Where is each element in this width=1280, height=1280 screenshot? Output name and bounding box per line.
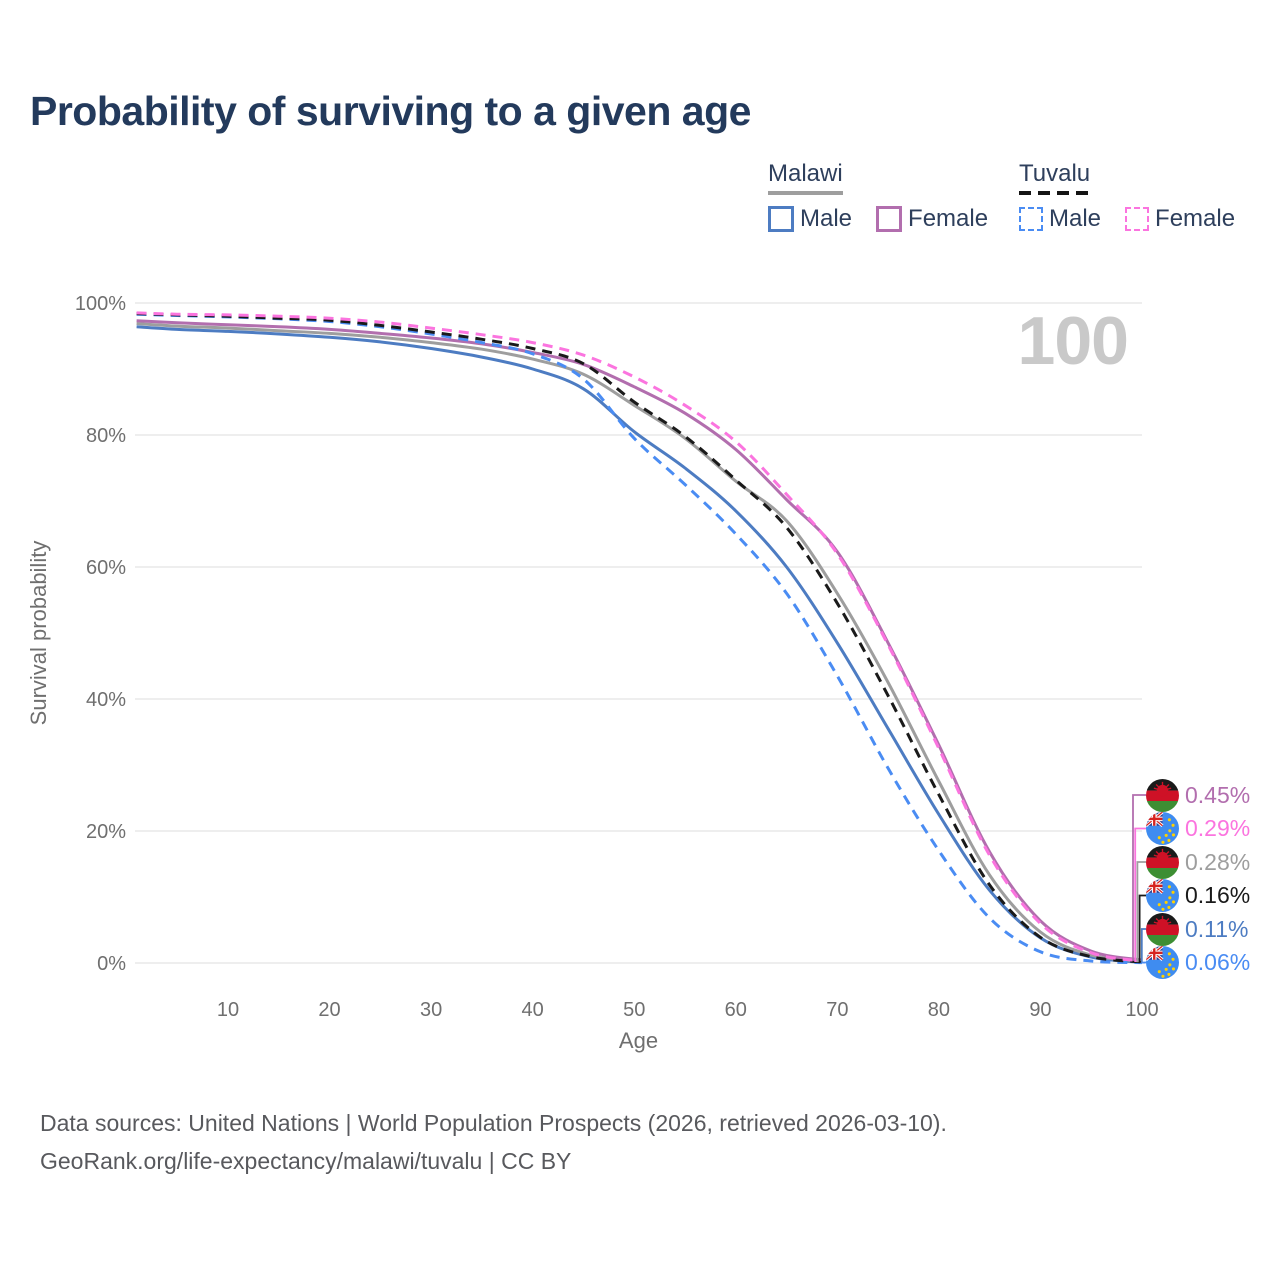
legend-country-malawi[interactable]: Malawi [768, 160, 843, 187]
y-axis-title: Survival probability [26, 541, 51, 726]
malawi-flag-icon [1146, 778, 1179, 812]
curve-tuvalu-female [136, 311, 1143, 963]
end-label-malawi-male: 0.11% [1146, 912, 1249, 946]
y-tick-100: 100% [75, 293, 126, 315]
x-tick-60: 60 [725, 999, 747, 1021]
callout-tuvalu-both [1138, 894, 1146, 963]
y-tick-0: 0% [97, 953, 126, 975]
legend-label-malawi-female: Female [908, 205, 989, 232]
tuvalu-flag-icon [1146, 946, 1179, 979]
end-label-value: 0.11% [1185, 915, 1249, 942]
x-tick-70: 70 [826, 999, 848, 1021]
data-source-line1: Data sources: United Nations | World Pop… [40, 1110, 947, 1136]
y-tick-80: 80% [86, 425, 126, 447]
end-label-value: 0.16% [1185, 882, 1251, 908]
data-source-note: Data sources: United Nations | World Pop… [40, 1104, 947, 1180]
curve-malawi-female [136, 319, 1143, 962]
legend-label-tuvalu-male: Male [1049, 205, 1102, 232]
malawi-flag-icon [1146, 912, 1179, 946]
malawi-male-swatch-icon [768, 206, 794, 232]
x-tick-100: 100 [1125, 999, 1158, 1021]
legend-item-malawi-male[interactable]: Male [768, 205, 852, 233]
end-label-value: 0.06% [1185, 949, 1251, 975]
curve-tuvalu-male [136, 312, 1143, 965]
y-tick-20: 20% [86, 821, 126, 843]
legend-item-tuvalu-male[interactable]: Male [1019, 205, 1101, 233]
data-source-line2: GeoRank.org/life-expectancy/malawi/tuval… [40, 1148, 572, 1174]
tuvalu-flag-icon [1146, 879, 1179, 912]
x-tick-40: 40 [522, 999, 544, 1021]
tuvalu-male-swatch-icon [1019, 207, 1043, 231]
x-tick-20: 20 [318, 999, 340, 1021]
x-axis-title: Age [619, 1028, 658, 1053]
end-label-tuvalu-female: 0.29% [1146, 812, 1250, 846]
tuvalu-flag-icon [1146, 812, 1179, 845]
malawi-flag-icon [1146, 845, 1179, 879]
curve-tuvalu-both [136, 312, 1143, 964]
age-watermark: 100 [1018, 303, 1128, 379]
end-label-tuvalu-male: 0.06% [1146, 946, 1250, 980]
y-tick-40: 40% [86, 689, 126, 711]
x-tick-50: 50 [623, 999, 645, 1021]
x-tick-30: 30 [420, 999, 442, 1021]
y-tick-60: 60% [86, 557, 126, 579]
malawi-solid-line-key [768, 191, 843, 195]
tuvalu-dashed-line-key [1019, 191, 1091, 195]
page-title: Probability of surviving to a given age [30, 88, 751, 134]
curve-malawi-male [136, 325, 1143, 964]
end-label-value: 0.29% [1185, 815, 1251, 841]
end-label-malawi-both: 0.28% [1146, 845, 1250, 879]
end-label-tuvalu-both: 0.16% [1146, 879, 1250, 913]
legend-item-malawi-female[interactable]: Female [876, 205, 988, 233]
legend-item-tuvalu-female[interactable]: Female [1125, 205, 1235, 233]
curve-malawi-both [136, 322, 1143, 963]
malawi-female-swatch-icon [876, 206, 903, 232]
x-tick-80: 80 [928, 999, 950, 1021]
legend-country-tuvalu[interactable]: Tuvalu [1019, 160, 1091, 187]
end-label-value: 0.28% [1185, 848, 1251, 875]
legend-group-malawi: Malawi Male Female [768, 160, 988, 233]
end-label-value: 0.45% [1185, 781, 1251, 808]
legend-label-tuvalu-female: Female [1155, 205, 1236, 232]
legend-label-malawi-male: Male [800, 205, 853, 232]
x-tick-90: 90 [1029, 999, 1051, 1021]
tuvalu-female-swatch-icon [1125, 207, 1150, 231]
end-label-malawi-female: 0.45% [1146, 778, 1250, 812]
legend-group-tuvalu: Tuvalu Male Female [1019, 160, 1235, 233]
callout-malawi-male [1140, 928, 1146, 964]
x-tick-10: 10 [217, 999, 239, 1021]
